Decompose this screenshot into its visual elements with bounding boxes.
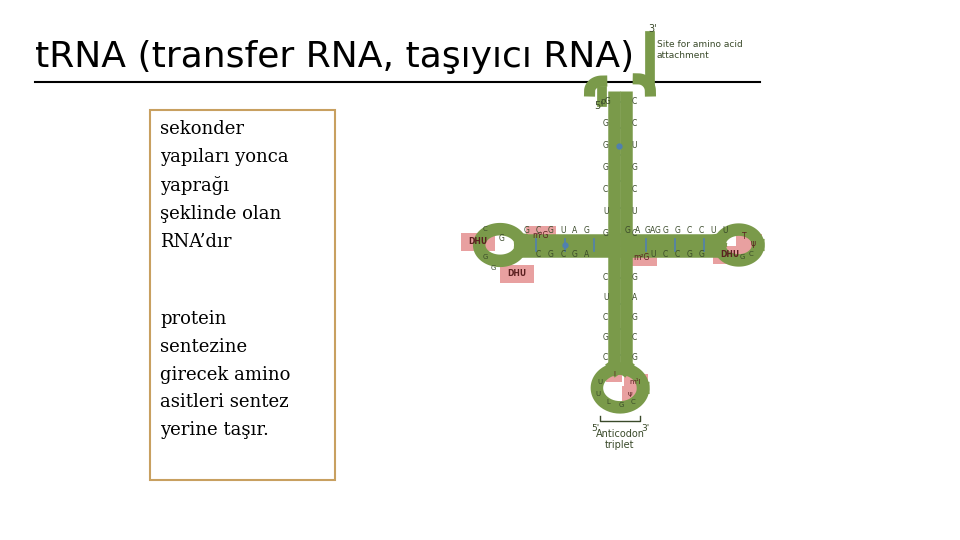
FancyBboxPatch shape bbox=[744, 234, 762, 253]
Text: G: G bbox=[674, 226, 680, 235]
Text: I: I bbox=[613, 372, 615, 377]
Text: G: G bbox=[603, 333, 609, 342]
Text: G: G bbox=[699, 250, 705, 259]
FancyBboxPatch shape bbox=[622, 386, 638, 402]
Text: protein
sentezine
girecek amino
asitleri sentez
yerine taşır.: protein sentezine girecek amino asitleri… bbox=[160, 310, 290, 439]
Text: G: G bbox=[644, 226, 651, 235]
Text: G: G bbox=[491, 265, 496, 271]
Text: A: A bbox=[650, 226, 656, 235]
Text: G: G bbox=[584, 226, 590, 235]
Text: G: G bbox=[603, 164, 609, 172]
Text: U: U bbox=[632, 141, 637, 151]
Text: G: G bbox=[655, 226, 660, 235]
Text: G: G bbox=[625, 226, 631, 235]
Text: U: U bbox=[603, 293, 609, 302]
Text: G: G bbox=[548, 250, 554, 259]
Text: T: T bbox=[742, 232, 747, 241]
Text: 5': 5' bbox=[590, 423, 599, 433]
Text: G: G bbox=[632, 273, 637, 282]
Text: DHU: DHU bbox=[720, 251, 739, 259]
Text: ψ: ψ bbox=[751, 239, 756, 248]
Text: G: G bbox=[632, 313, 637, 322]
Text: DHU: DHU bbox=[468, 237, 487, 246]
Text: C: C bbox=[561, 250, 565, 259]
Text: C: C bbox=[603, 313, 609, 322]
Text: G: G bbox=[632, 353, 637, 362]
Text: U: U bbox=[560, 226, 565, 235]
FancyBboxPatch shape bbox=[606, 367, 622, 382]
Text: G: G bbox=[548, 226, 554, 235]
Text: tRNA (transfer RNA, taşıyıcı RNA): tRNA (transfer RNA, taşıyıcı RNA) bbox=[35, 40, 635, 74]
Text: C: C bbox=[536, 250, 541, 259]
Text: G: G bbox=[603, 119, 609, 129]
Text: C: C bbox=[603, 353, 609, 362]
Text: U: U bbox=[632, 207, 637, 217]
Text: G: G bbox=[618, 402, 624, 408]
Text: sekonder
yapıları yonca
yaprağı
şeklinde olan
RNA’dır: sekonder yapıları yonca yaprağı şeklinde… bbox=[160, 120, 289, 251]
Text: U: U bbox=[603, 207, 609, 217]
Text: C: C bbox=[632, 186, 636, 194]
Text: G: G bbox=[632, 164, 637, 172]
Text: C: C bbox=[632, 119, 636, 129]
Text: U: U bbox=[598, 379, 603, 385]
FancyBboxPatch shape bbox=[735, 227, 754, 246]
Text: A: A bbox=[635, 226, 640, 235]
FancyBboxPatch shape bbox=[627, 248, 657, 266]
Text: C: C bbox=[632, 230, 636, 239]
Text: G: G bbox=[686, 250, 692, 259]
Text: G: G bbox=[498, 234, 504, 243]
FancyBboxPatch shape bbox=[461, 233, 494, 251]
Text: pG: pG bbox=[600, 98, 612, 106]
FancyBboxPatch shape bbox=[525, 226, 556, 244]
Text: G: G bbox=[603, 230, 609, 239]
Text: m²G: m²G bbox=[532, 231, 549, 240]
Text: U: U bbox=[650, 250, 656, 259]
Text: C: C bbox=[632, 98, 636, 106]
Text: Anticodon
triplet: Anticodon triplet bbox=[595, 429, 644, 450]
Text: DHU: DHU bbox=[508, 269, 527, 278]
Text: m²G: m²G bbox=[634, 253, 650, 261]
Text: G: G bbox=[740, 254, 745, 260]
Text: C: C bbox=[686, 226, 692, 235]
FancyBboxPatch shape bbox=[624, 374, 648, 390]
Text: C: C bbox=[749, 251, 754, 257]
Text: G: G bbox=[483, 254, 488, 260]
Text: L: L bbox=[607, 400, 611, 406]
Text: 5': 5' bbox=[594, 100, 603, 111]
Text: C: C bbox=[662, 250, 668, 259]
Text: C: C bbox=[603, 186, 609, 194]
Text: C: C bbox=[603, 273, 609, 282]
Text: C: C bbox=[675, 250, 680, 259]
Text: 3': 3' bbox=[641, 423, 649, 433]
Text: ψ: ψ bbox=[628, 391, 633, 397]
Text: U: U bbox=[723, 226, 729, 235]
Text: G: G bbox=[603, 141, 609, 151]
FancyBboxPatch shape bbox=[712, 246, 747, 264]
Text: C: C bbox=[632, 333, 636, 342]
Text: G: G bbox=[572, 250, 578, 259]
Text: U: U bbox=[595, 391, 601, 397]
Text: U: U bbox=[710, 226, 716, 235]
Text: A: A bbox=[572, 226, 578, 235]
Text: C: C bbox=[483, 226, 488, 232]
Text: m¹I: m¹I bbox=[630, 379, 641, 385]
Text: C: C bbox=[699, 226, 704, 235]
Text: A: A bbox=[632, 293, 636, 302]
Text: G: G bbox=[523, 226, 529, 235]
Text: 3': 3' bbox=[648, 24, 657, 33]
FancyBboxPatch shape bbox=[500, 265, 534, 282]
Text: A: A bbox=[585, 250, 589, 259]
Text: C: C bbox=[536, 226, 541, 235]
Text: C: C bbox=[631, 400, 636, 406]
Text: G: G bbox=[662, 226, 668, 235]
Text: Site for amino acid
attachment: Site for amino acid attachment bbox=[657, 40, 743, 60]
